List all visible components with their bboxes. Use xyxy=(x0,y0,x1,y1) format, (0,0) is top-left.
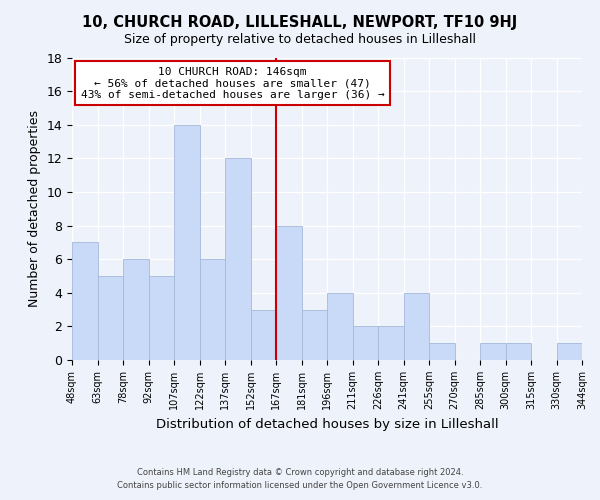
Bar xyxy=(123,259,149,360)
Bar xyxy=(480,343,505,360)
Bar xyxy=(251,310,276,360)
Bar xyxy=(404,293,429,360)
Bar xyxy=(97,276,123,360)
Bar xyxy=(353,326,378,360)
Text: 10, CHURCH ROAD, LILLESHALL, NEWPORT, TF10 9HJ: 10, CHURCH ROAD, LILLESHALL, NEWPORT, TF… xyxy=(82,15,518,30)
Bar xyxy=(557,343,582,360)
Bar xyxy=(199,259,225,360)
Y-axis label: Number of detached properties: Number of detached properties xyxy=(28,110,41,307)
Bar xyxy=(505,343,531,360)
Bar xyxy=(149,276,174,360)
Bar xyxy=(302,310,327,360)
Text: Size of property relative to detached houses in Lilleshall: Size of property relative to detached ho… xyxy=(124,32,476,46)
Bar xyxy=(276,226,302,360)
Bar xyxy=(72,242,97,360)
Bar xyxy=(378,326,404,360)
Bar xyxy=(429,343,455,360)
Text: 10 CHURCH ROAD: 146sqm
← 56% of detached houses are smaller (47)
43% of semi-det: 10 CHURCH ROAD: 146sqm ← 56% of detached… xyxy=(81,66,385,100)
Bar xyxy=(225,158,251,360)
Text: Contains HM Land Registry data © Crown copyright and database right 2024.
Contai: Contains HM Land Registry data © Crown c… xyxy=(118,468,482,490)
X-axis label: Distribution of detached houses by size in Lilleshall: Distribution of detached houses by size … xyxy=(155,418,499,430)
Bar xyxy=(327,293,353,360)
Bar xyxy=(174,124,199,360)
